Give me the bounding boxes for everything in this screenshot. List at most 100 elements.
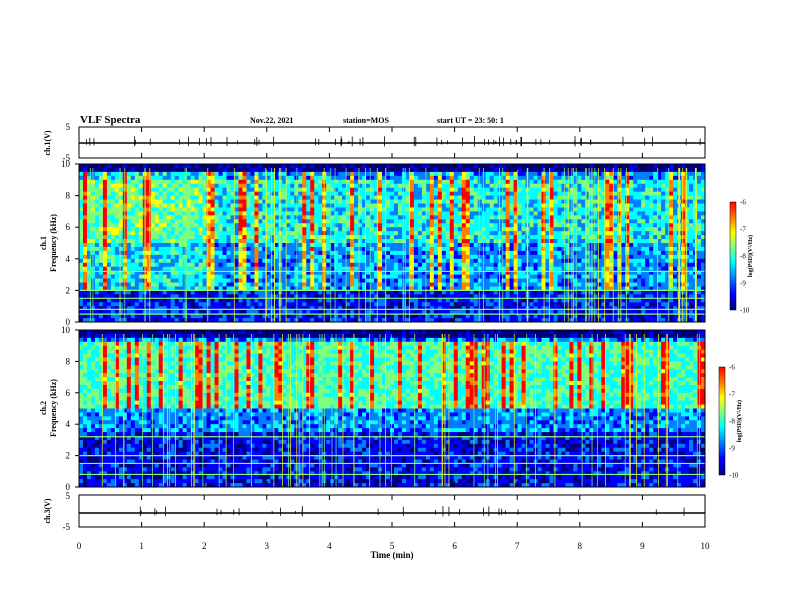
spectrogram-cell [198,219,203,224]
spectrogram-cell [445,258,451,264]
spectrogram-cell [545,258,550,264]
spectrogram-cell [469,306,475,311]
spectrogram-cell [326,219,331,224]
spectrogram-cell [302,215,307,220]
spectrogram-cell [190,235,195,240]
spectrogram-cell [210,171,215,177]
spectrogram-cell [393,314,399,319]
spectrogram-cell [79,203,84,208]
spectrogram-cell [453,167,459,173]
spectrogram-cell [198,183,203,188]
spectrogram-cell [374,262,379,267]
spectrogram-cell [222,179,227,185]
spectrogram-cell [246,314,251,319]
spectrogram-cell [318,243,323,248]
spectrogram-cell [202,310,207,315]
spectrogram-cell [314,199,319,204]
spectrogram-cell [553,191,558,196]
spectrogram-cell [110,239,116,244]
spectrogram-cell [557,183,562,188]
spectrogram-cell [350,270,355,275]
spectrogram-cell [330,207,335,212]
spectrogram-cell [190,243,195,248]
spectrogram-cell [198,266,203,271]
spectrogram-cell [417,191,423,196]
spectrogram-cell [529,235,534,240]
spectrogram-cell [477,298,483,303]
spectrogram-cell [254,294,259,299]
spectrogram-cell [150,239,156,244]
spectrogram-cell [94,175,100,181]
spectrogram-cell [302,164,307,169]
spectrogram-cell [270,207,275,212]
spectrogram-cell [222,191,227,196]
spectrogram-cell [102,302,108,307]
spectrogram-cell [409,243,415,248]
spectrogram-cell [509,215,514,220]
spectrogram-cell [202,179,207,185]
spectrogram-cell [397,310,403,315]
spectrogram-cell [338,298,343,303]
spectrogram-cell [521,235,526,240]
spectrogram-cell [553,266,558,271]
spectrogram-cell [362,203,367,208]
figure-title: VLF Spectra [80,114,141,126]
spectrogram-cell [190,187,195,192]
spectrogram-cell [302,278,307,283]
spectrogram-cell [154,258,160,264]
spectrogram-cell [146,258,152,264]
spectrogram-cell [449,207,455,212]
spectrogram-cell [226,167,231,173]
spectrogram-cell [477,191,483,196]
spectrogram-cell [501,294,506,299]
spectrogram-cell [266,243,271,248]
spectrogram-cell [102,306,108,311]
spectrogram-cell [338,286,343,291]
spectrogram-cell [274,235,279,240]
spectrogram-cell [258,290,263,295]
spectrogram-cell [457,314,463,319]
spectrogram-cell [553,199,558,204]
spectrogram-cell [238,243,243,248]
spectrogram-cell [226,164,231,169]
spectrogram-cell [557,199,562,204]
spectrogram-cell [457,239,463,244]
spectrogram-cell [545,167,550,173]
spectrogram-cell [473,298,479,303]
spectrogram-cell [358,191,363,196]
spectrogram-cell [302,314,307,319]
spectrogram-cell [98,310,104,315]
spectrogram-cell [561,191,566,196]
spectrogram-cell [477,223,483,228]
spectrogram-cell [294,302,299,307]
spectrogram-cell [561,306,566,311]
spectrogram-cell [370,239,375,244]
spectrogram-cell [517,203,522,208]
spectrogram-cell [537,203,542,208]
spectrogram-cell [489,171,494,177]
spectrogram-cell [477,270,483,275]
spectrogram-cell [338,239,343,244]
spectrogram-cell [94,262,100,267]
spectrogram-cell [370,227,375,232]
spectrogram-cell [98,203,104,208]
spectrogram-cell [202,258,207,264]
spectrogram-cell [206,195,211,200]
spectrogram-cell [342,235,347,240]
spectrogram-cell [270,318,275,323]
spectrogram-cell [449,298,455,303]
spectrogram-cell [541,179,546,185]
spectrogram-cell [382,250,387,256]
spectrogram-cell [202,207,207,212]
spectrogram-cell [174,270,179,275]
spectrogram-cell [282,254,287,260]
spectrogram-cell [374,243,379,248]
spectrogram-cell [449,191,455,196]
spectrogram-cell [98,294,104,299]
spectrogram-cell [110,246,116,252]
spectrogram-cell [150,203,156,208]
spectrogram-cell [326,227,331,232]
spectrogram-cell [238,207,243,212]
spectrogram-cell [465,187,471,192]
